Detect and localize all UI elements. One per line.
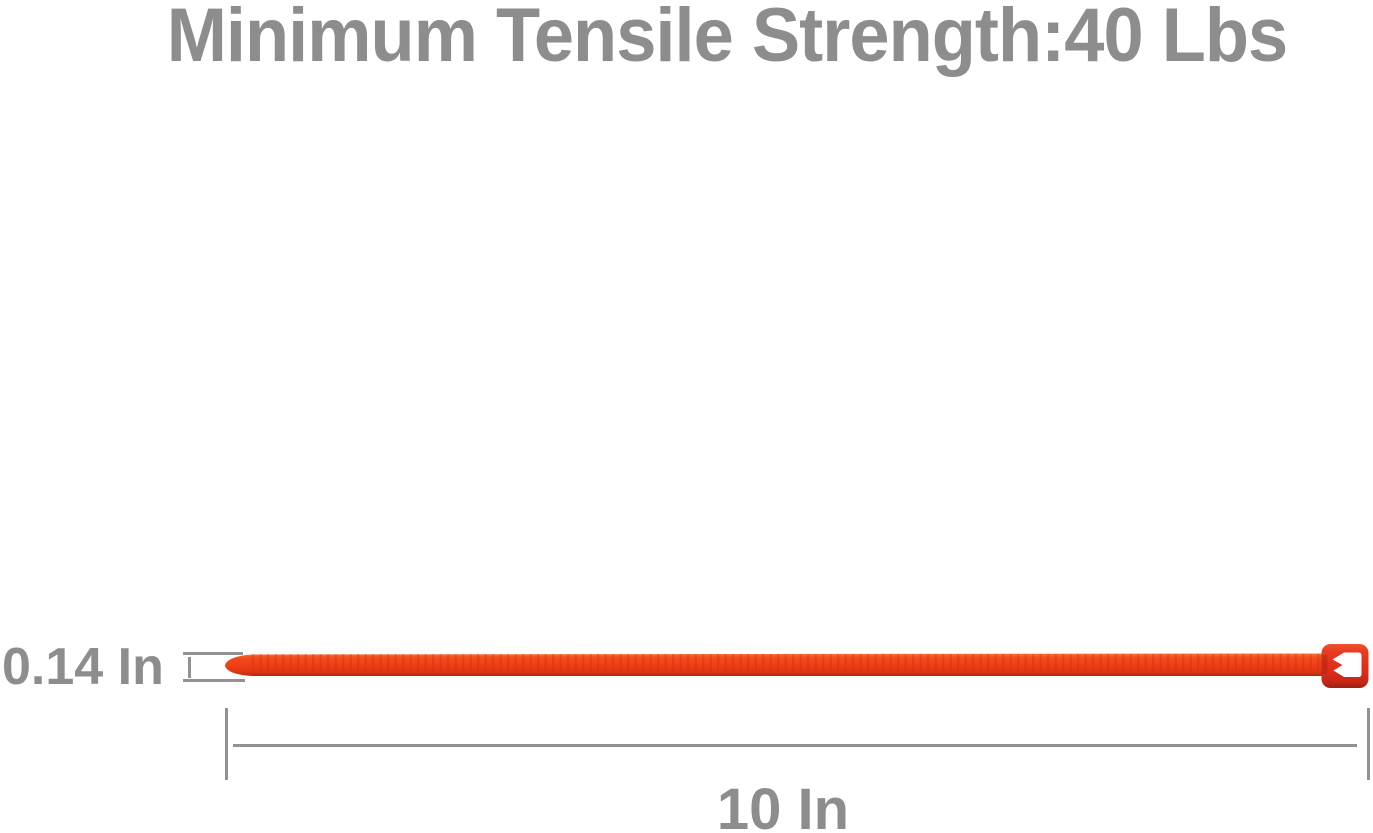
- title: Minimum Tensile Strength:40 Lbs: [166, 0, 1288, 78]
- width-bracket-top-line: [183, 652, 243, 655]
- width-label: 0.14 In: [2, 638, 164, 696]
- cable-tie-head-shadow: [1321, 655, 1328, 674]
- width-bracket-tick: [188, 657, 191, 678]
- length-dimension-left-tick: [225, 708, 228, 780]
- length-dimension-right-tick: [1367, 708, 1370, 780]
- length-dimension-line: [233, 744, 1357, 747]
- cable-tie-graphic: [225, 644, 1369, 688]
- length-label: 10 In: [716, 777, 850, 833]
- width-bracket-bottom-line: [183, 679, 245, 682]
- cable-tie-head-slot: [1332, 652, 1362, 677]
- cable-tie-strap-serrations: [252, 654, 1322, 671]
